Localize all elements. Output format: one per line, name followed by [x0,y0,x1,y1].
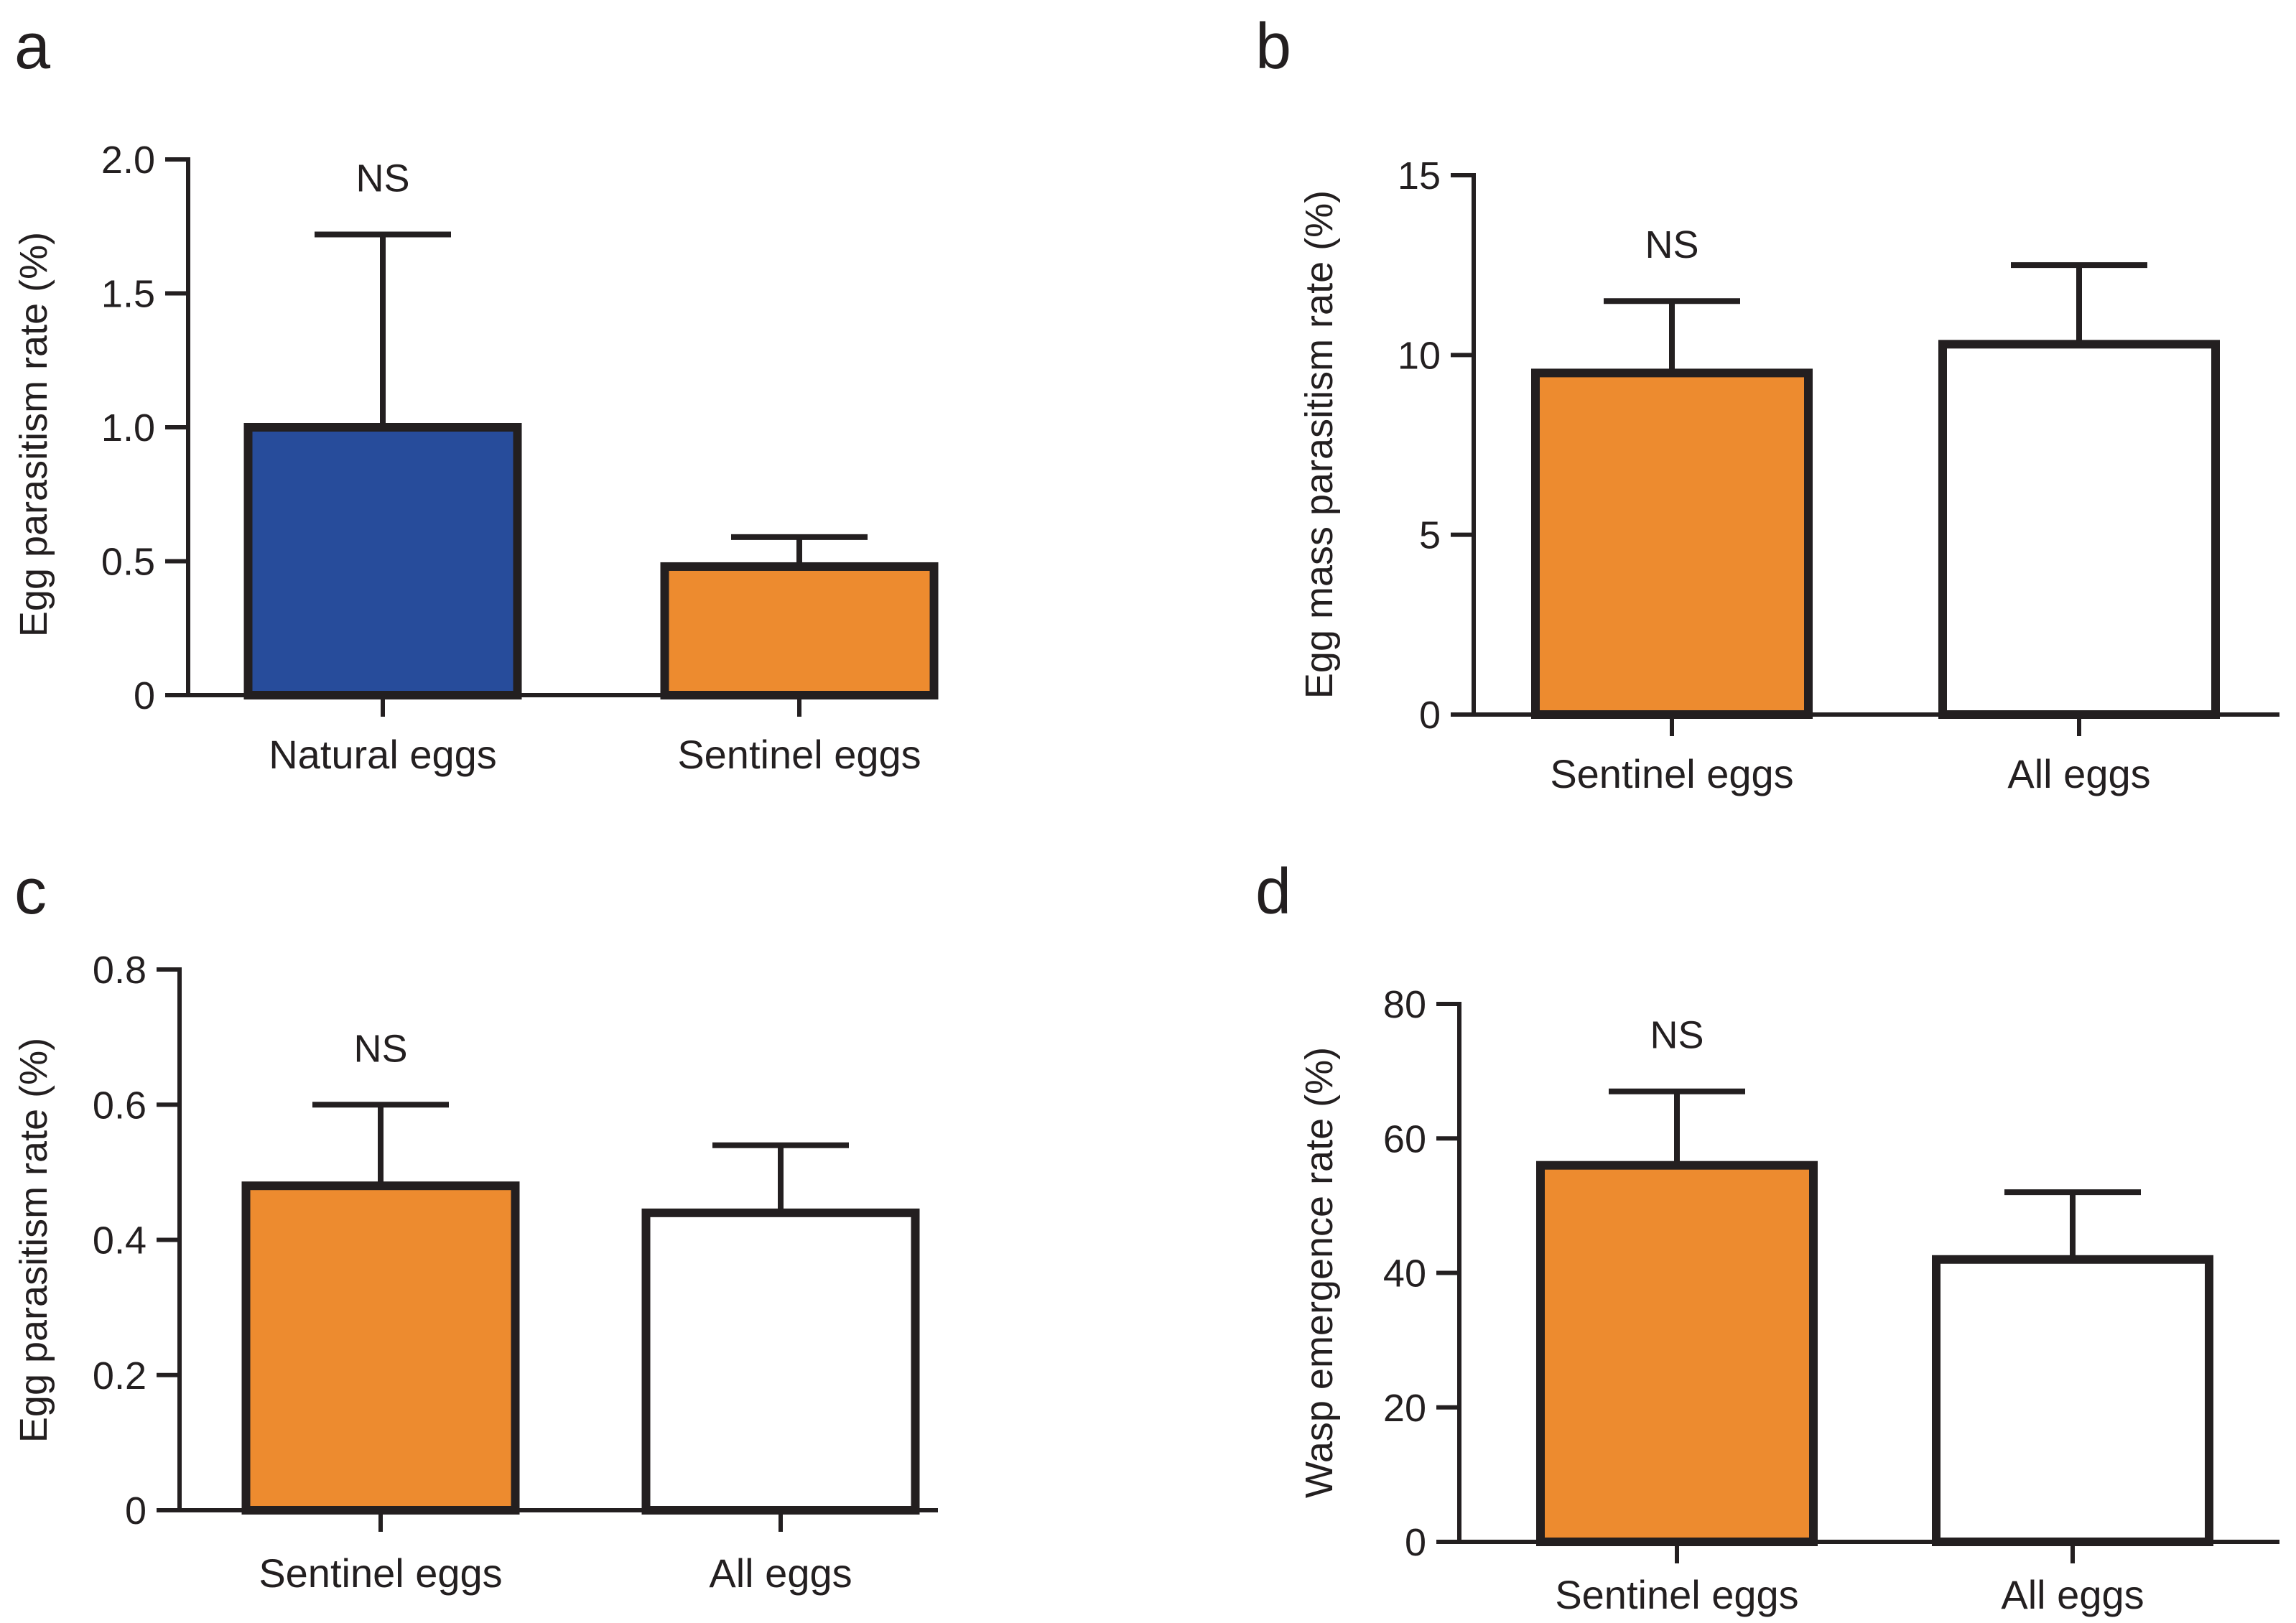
significance-label: NS [1650,1014,1704,1057]
y-axis-title: Egg parasitism rate (%) [12,232,55,637]
x-tick-label: Sentinel eggs [1550,751,1793,796]
y-tick-label: 0 [134,674,155,717]
chart-panel-c: c Egg parasitism rate (%) 0 0.2 0.4 0.6 0.8 Sen… [12,856,938,1596]
panel-label-c: c [14,856,47,928]
y-tick-label: 1.0 [101,406,155,450]
x-tick-label: All eggs [709,1550,852,1596]
chart-panel-b: b Egg mass parasitism rate (%) 0 5 10 15 Senti… [1255,11,2279,796]
y-tick-label: 0.4 [93,1219,147,1262]
y-tick-label: 80 [1383,983,1426,1026]
y-tick-label: 1.5 [101,273,155,316]
y-tick-label: 2.0 [101,139,155,182]
significance-label: NS [355,157,409,200]
y-axis-title: Egg mass parasitism rate (%) [1298,190,1341,699]
x-tick-label: Sentinel eggs [259,1550,502,1596]
y-tick-label: 20 [1383,1387,1426,1430]
bar-natural-eggs [243,423,522,699]
x-tick-label: All eggs [2001,1572,2144,1617]
y-tick-label: 0 [1419,694,1441,737]
panel-label-b: b [1255,11,1291,83]
y-tick-label: 15 [1398,154,1441,197]
chart-panel-d: d Wasp emergence rate (%) 0 20 40 60 80 Sentine… [1255,856,2279,1617]
y-tick-label: 0.2 [93,1354,147,1398]
y-tick-label: 0.8 [93,949,147,992]
significance-label: NS [1645,223,1698,266]
y-axis-title: Egg parasitism rate (%) [12,1038,55,1443]
x-tick-label: Sentinel eggs [677,732,921,777]
panel-label-a: a [14,11,51,83]
y-tick-label: 0 [1405,1521,1426,1564]
y-axis-title: Wasp emergence rate (%) [1298,1047,1341,1498]
bar-sentinel-eggs [1536,1161,1818,1546]
x-tick-label: Natural eggs [269,732,497,777]
significance-label: NS [353,1027,407,1070]
y-tick-label: 40 [1383,1252,1426,1296]
panel-label-d: d [1255,856,1291,928]
bar-all-eggs [641,1208,920,1515]
bar-sentinel-eggs [660,562,939,700]
x-tick-label: All eggs [2007,751,2150,796]
y-tick-label: 0 [125,1489,147,1533]
y-tick-label: 0.6 [93,1084,147,1127]
y-tick-label: 60 [1383,1117,1426,1161]
y-tick-label: 10 [1398,334,1441,377]
bar-sentinel-eggs [241,1181,520,1515]
bar-all-eggs [1938,340,2220,719]
y-tick-label: 0.5 [101,541,155,584]
x-tick-label: Sentinel eggs [1555,1572,1798,1617]
bar-all-eggs [1932,1255,2213,1547]
chart-panel-a: a Egg parasitism rate (%) 0 0.5 1.0 1.5 2.0 Nat… [12,11,939,777]
bar-sentinel-eggs [1531,368,1813,719]
y-tick-label: 5 [1419,514,1441,557]
